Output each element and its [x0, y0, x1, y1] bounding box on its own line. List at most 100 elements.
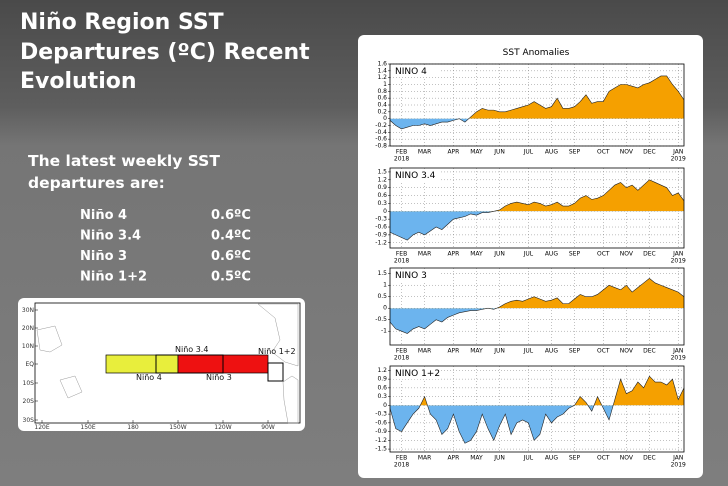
y-tick-label: 0 [383, 402, 387, 409]
x-tick-label: MAY [470, 455, 483, 462]
lat-label: 10N [22, 343, 34, 350]
x-year-label: 2018 [394, 258, 409, 265]
lon-label: 150E [80, 424, 95, 431]
x-year-label: 2019 [671, 462, 686, 469]
x-year-label: 2018 [394, 355, 409, 362]
y-tick-label: -0.8 [375, 143, 387, 150]
anomaly-chart: 1.2 0.90.6 0.3 0 -0.3-0.6 -0.9 -1.2 -1.5 FEB2018… [375, 365, 686, 469]
lat-label: 20N [22, 325, 34, 332]
lat-label: 30S [23, 417, 35, 424]
x-tick-label: DEC [643, 348, 656, 355]
lon-label: 120E [34, 424, 49, 431]
y-tick-label: -1.2 [375, 239, 387, 246]
x-tick-label: JUL [523, 251, 534, 258]
lat-label: 30N [22, 307, 34, 314]
y-tick-label: 1.6 [377, 61, 387, 68]
x-tick-label: NOV [620, 251, 634, 258]
x-tick-label: MAR [418, 455, 431, 462]
x-tick-label: JAN [672, 455, 683, 462]
departure-value: 0.4ºC [211, 229, 251, 244]
y-tick-label: 0.4 [377, 102, 387, 109]
y-tick-label: 0.2 [377, 108, 387, 115]
nino12-box [267, 362, 284, 382]
y-tick-label: -0.6 [375, 224, 387, 231]
y-tick-label: 1 [383, 81, 387, 88]
positive-area [420, 376, 684, 406]
lon-label: 150W [169, 424, 186, 431]
departure-value: 0.6ºC [211, 208, 251, 223]
x-tick-label: AUG [545, 149, 558, 156]
departure-value: 0.5ºC [211, 270, 251, 285]
y-tick-label: -1 [381, 328, 387, 335]
x-tick-label: DEC [643, 251, 656, 258]
lon-label: 90W [261, 424, 275, 431]
x-tick-label: FEB [396, 455, 407, 462]
anomaly-line [389, 75, 685, 130]
x-year-label: 2019 [671, 355, 686, 362]
x-tick-label: AUG [545, 348, 558, 355]
y-tick-label: -0.9 [375, 231, 387, 238]
x-tick-label: SEP [569, 149, 581, 156]
x-tick-label: JUL [523, 149, 534, 156]
anomaly-line [389, 179, 685, 241]
x-year-label: 2019 [671, 156, 686, 163]
coastline [36, 303, 299, 424]
y-tick-label: -0.2 [375, 122, 387, 129]
x-tick-label: JUN [493, 251, 505, 258]
positive-area [487, 278, 684, 309]
lat-label: 20S [23, 398, 35, 405]
region-name: Niño 4 [80, 208, 127, 223]
anomaly-line [389, 277, 685, 334]
x-tick-label: OCT [597, 455, 610, 462]
y-tick-label: 0.9 [377, 376, 387, 383]
x-tick-label: MAR [418, 149, 431, 156]
panel-title: SST Anomalies [503, 48, 570, 58]
x-tick-label: DEC [643, 455, 656, 462]
y-tick-label: 0.3 [377, 393, 387, 400]
region-name: Niño 3.4 [80, 229, 141, 244]
region-name: Niño 1+2 [80, 270, 147, 285]
x-tick-label: NOV [620, 348, 634, 355]
region-label: Niño 3 [206, 373, 232, 382]
x-tick-label: SEP [569, 251, 581, 258]
anomaly-line [389, 375, 685, 444]
x-tick-label: OCT [597, 348, 610, 355]
region-label: Niño 1+2 [258, 347, 296, 356]
x-year-label: 2019 [671, 258, 686, 265]
title-line: Evolution [20, 69, 137, 94]
y-tick-label: 1.5 [377, 168, 387, 175]
x-tick-label: OCT [597, 149, 610, 156]
x-tick-label: APR [447, 251, 459, 258]
plot-frame [389, 63, 685, 147]
y-tick-label: 1.2 [377, 367, 387, 374]
series-label-box [391, 367, 439, 379]
y-tick-label: 0.8 [377, 88, 387, 95]
y-tick-label: 0 [383, 305, 387, 312]
x-tick-label: JUN [493, 348, 505, 355]
y-tick-label: 0.3 [377, 200, 387, 207]
y-tick-label: 0.6 [377, 192, 387, 199]
x-tick-label: APR [447, 455, 459, 462]
title-line: Departures (ºC) Recent [20, 40, 310, 65]
x-tick-label: JUN [493, 455, 505, 462]
series-name: NINO 4 [395, 67, 427, 77]
x-tick-label: JAN [672, 348, 683, 355]
series-name: NINO 3 [395, 271, 427, 281]
region-label: Niño 3.4 [175, 345, 208, 354]
y-tick-label: -0.9 [375, 428, 387, 435]
x-tick-label: FEB [396, 149, 407, 156]
plot-frame [389, 267, 685, 346]
title-line: Niño Region SST [20, 10, 224, 35]
y-tick-label: 1 [383, 282, 387, 289]
x-tick-label: AUG [545, 455, 558, 462]
series-label-box [391, 65, 439, 77]
plot-frame [389, 365, 685, 453]
region-name: Niño 3 [80, 249, 127, 264]
x-year-label: 2018 [394, 462, 409, 469]
departure-value: 0.6ºC [211, 249, 251, 264]
nino4-box [105, 354, 179, 374]
x-tick-label: MAY [470, 149, 483, 156]
positive-area [468, 75, 684, 119]
